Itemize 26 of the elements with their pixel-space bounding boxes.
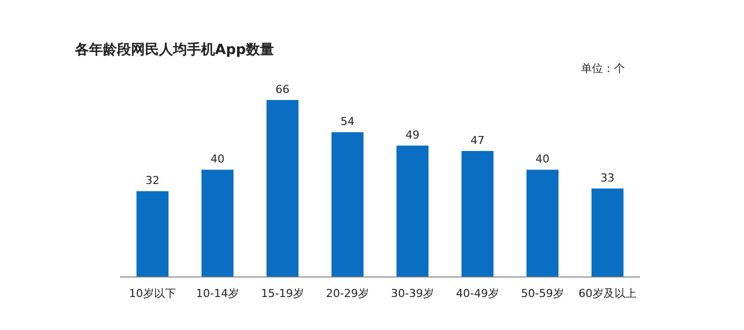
data-label: 40 — [210, 152, 224, 166]
bar — [396, 146, 428, 277]
bar — [202, 170, 234, 277]
data-label: 33 — [600, 172, 614, 184]
bar — [136, 191, 168, 277]
x-tick-label: 60岁及以上 — [578, 287, 636, 300]
data-label: 49 — [406, 128, 420, 142]
data-label: 32 — [146, 174, 160, 188]
x-tick-label: 10岁以下 — [129, 287, 176, 300]
x-tick-label: 40-49岁 — [456, 287, 499, 300]
data-label: 66 — [276, 83, 290, 96]
bar — [526, 170, 558, 277]
x-tick-label: 30-39岁 — [391, 287, 434, 300]
bar — [266, 100, 298, 277]
bar — [592, 188, 624, 277]
chart-title: 各年龄段网民人均手机App数量 — [74, 41, 274, 58]
x-tick-label: 15-19岁 — [261, 287, 304, 300]
x-tick-label: 10-14岁 — [196, 287, 239, 300]
bar — [462, 150, 494, 277]
x-tick-label: 20-29岁 — [326, 287, 369, 300]
x-tick-label: 50-59岁 — [521, 287, 564, 300]
text: 单位：个 — [581, 62, 625, 75]
data-label: 40 — [536, 152, 550, 166]
data-label: 47 — [470, 134, 484, 147]
data-label: 54 — [340, 115, 354, 128]
bar — [332, 132, 364, 277]
